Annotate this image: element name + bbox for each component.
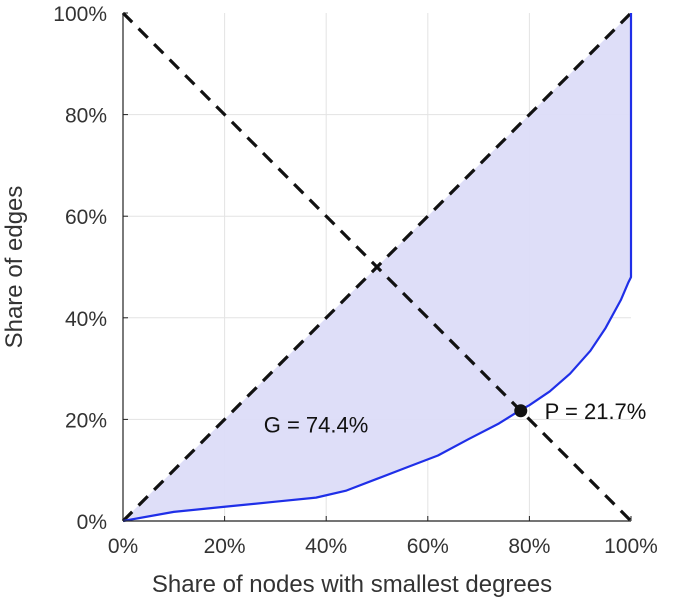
tick-labels: 0% 20% 40% 60% 80% 100% 0% 20% 40% 60% 80% 100% — [53, 3, 658, 558]
y-tick-label: 20% — [65, 409, 107, 432]
y-tick-label: 0% — [77, 511, 107, 534]
y-tick-label: 60% — [65, 206, 107, 229]
x-tick-label: 80% — [508, 535, 550, 558]
intersection-point — [514, 404, 528, 418]
y-tick-label: 80% — [65, 105, 107, 128]
p-label: P = 21.7% — [545, 399, 647, 424]
gini-label: G = 74.4% — [264, 412, 369, 437]
annotations: G = 74.4% P = 21.7% — [264, 399, 647, 438]
x-tick-label: 40% — [305, 535, 347, 558]
anti-diagonal-line — [121, 11, 633, 523]
y-tick-label: 100% — [53, 3, 107, 26]
x-tick-label: 0% — [108, 535, 138, 558]
reference-lines — [121, 11, 633, 523]
axes — [122, 12, 632, 522]
x-axis-title: Share of nodes with smallest degrees — [152, 571, 552, 598]
lorenz-curve — [122, 13, 633, 523]
x-tick-label: 100% — [604, 535, 658, 558]
y-tick-label: 40% — [65, 308, 107, 331]
curve — [122, 13, 633, 523]
x-tick-label: 20% — [204, 535, 246, 558]
x-tick-label: 60% — [407, 535, 449, 558]
y-axis-title: Share of edges — [1, 186, 28, 349]
